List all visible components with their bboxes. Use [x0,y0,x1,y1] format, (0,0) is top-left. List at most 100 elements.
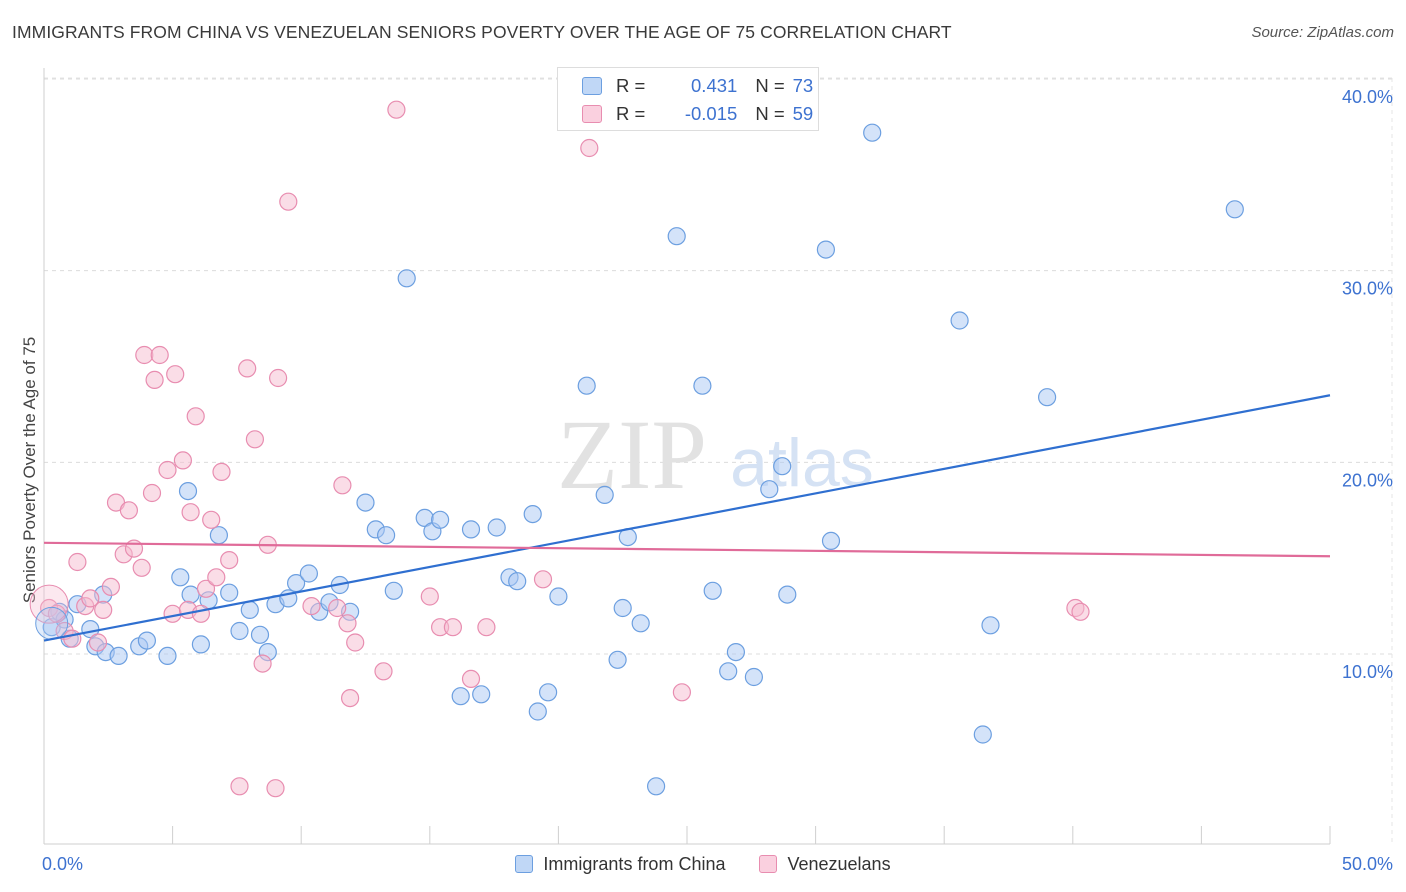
source-attribution: Source: ZipAtlas.com [1251,24,1394,41]
legend-item-venezuelans[interactable]: Venezuelans [759,853,891,875]
y-tick-label: 20.0% [1342,470,1393,490]
data-point-venezuelans [420,587,439,606]
data-point-china [631,614,650,633]
stats-row-china: R = 0.431 N = 73 [582,72,813,100]
data-point-venezuelans [150,345,169,365]
x-tick-label: 0.0% [42,854,83,874]
stats-n-label: N = [755,75,785,96]
chart-title: IMMIGRANTS FROM CHINA VS VENEZUELAN SENI… [12,22,952,42]
data-point-china [973,725,992,744]
series-legend: Immigrants from China Venezuelans [0,852,1406,876]
data-point-china [181,585,200,604]
data-point-venezuelans [191,604,210,623]
stats-swatch-venezuelans [582,105,602,123]
data-point-china [384,581,403,600]
data-point-venezuelans [245,430,264,449]
data-point-china [577,376,596,395]
data-point-china [377,526,396,545]
data-point-venezuelans [212,462,231,481]
data-point-china [431,510,450,529]
legend-label-china: Immigrants from China [543,853,726,874]
data-point-china [230,621,249,641]
stats-n-value-venezuelans: 59 [792,103,814,124]
legend-label-venezuelans: Venezuelans [787,853,891,874]
data-point-china [461,520,481,539]
data-point-china [523,504,542,524]
gridlines [44,77,1393,844]
data-point-venezuelans [145,370,164,389]
data-point-venezuelans [302,596,321,616]
data-point-venezuelans [181,503,200,522]
legend-swatch-venezuelans [759,855,778,873]
data-point-china [778,585,797,604]
data-point-china [171,568,190,587]
data-point-venezuelans [266,779,285,798]
trend-line-china [43,394,1331,642]
data-point-venezuelans [341,688,360,708]
data-point-china [137,631,156,650]
data-point-china [472,685,491,704]
data-point-venezuelans [338,614,357,633]
data-point-china [191,635,210,654]
data-point-china [744,667,764,687]
data-point-china [178,482,198,501]
data-point-china [451,687,470,706]
data-point-venezuelans [132,558,151,577]
data-point-china [608,650,627,669]
data-point-venezuelans [166,365,185,384]
data-point-china [356,493,375,512]
data-point-venezuelans [230,777,249,796]
data-point-china [760,480,779,499]
watermark: ZIP atlas [557,399,874,510]
data-point-venezuelans [253,654,272,673]
stats-r-label: R = [616,75,646,96]
data-point-china [726,642,746,662]
data-point-china [646,777,666,796]
data-point-china [703,581,722,600]
data-point-venezuelans [202,510,221,529]
watermark-zip: ZIP [557,399,707,510]
data-point-venezuelans [238,359,257,378]
data-point-venezuelans [672,683,692,702]
y-tick-label: 40.0% [1342,87,1393,107]
stats-n-value-china: 73 [792,75,814,96]
data-point-venezuelans [94,600,113,620]
data-point-venezuelans [387,100,406,119]
legend-item-china[interactable]: Immigrants from China [515,854,725,875]
data-point-china [613,598,632,618]
data-point-venezuelans [461,669,481,689]
stats-swatch-china [582,77,602,95]
data-point-venezuelans [207,568,226,587]
data-point-china [487,518,506,537]
data-point-venezuelans [533,570,553,589]
trend-line-venezuelans [43,541,1331,558]
data-point-venezuelans [1071,602,1090,621]
data-point-china [250,625,270,644]
data-point-china [209,526,228,545]
data-point-venezuelans [68,552,87,572]
data-point-china [816,240,836,259]
data-point-venezuelans [81,589,100,608]
data-point-china [693,376,712,395]
watermark-atlas: atlas [730,425,874,501]
tick-labels: 10.0% 20.0% 30.0% 40.0% 0.0% 50.0% [42,87,1393,874]
data-point-venezuelans [142,483,162,503]
data-point-china [549,587,568,606]
data-point-china [719,662,738,681]
stats-r-value-venezuelans: -0.015 [684,103,738,124]
stats-row-venezuelans: R = -0.015 N = 59 [582,100,813,128]
axes [43,68,1331,845]
data-point-venezuelans [477,618,496,637]
data-point-venezuelans-cluster [29,584,69,624]
stats-n-label: N = [755,103,785,124]
y-tick-label: 10.0% [1342,662,1393,682]
data-points [29,100,1244,798]
data-point-venezuelans [186,407,205,426]
legend-swatch-china [515,855,534,873]
data-point-venezuelans [328,598,347,618]
stats-r-value-china: 0.431 [691,75,738,96]
data-point-venezuelans [269,368,288,388]
data-point-venezuelans [220,550,239,570]
data-point-china [950,311,969,330]
